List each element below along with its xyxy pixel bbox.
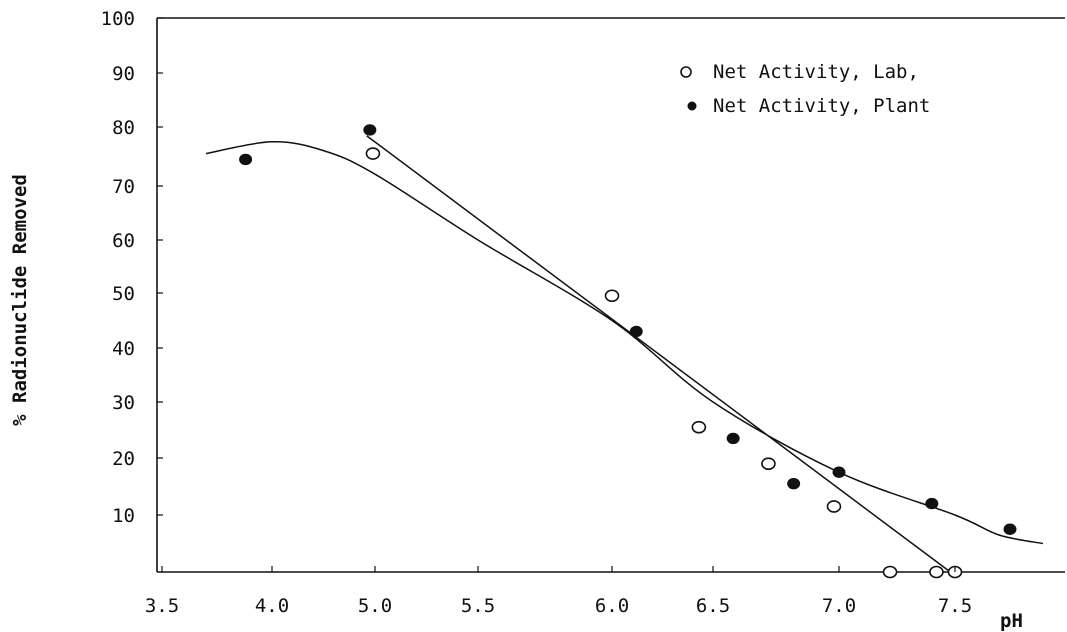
y-tick-label: 80 (112, 117, 135, 139)
lab-point (826, 500, 842, 513)
x-axis-ticks: 3.5 4.0 5.0 5.5 6.0 6.5 7.0 7.5 (145, 566, 972, 617)
plant-fit-curve (205, 141, 1044, 545)
lab-point (365, 147, 381, 160)
plant-point (726, 432, 740, 445)
y-tick-label: 100 (101, 8, 135, 30)
x-tick-label: 3.5 (145, 595, 179, 617)
y-axis-ticks: 10 20 30 40 50 60 70 80 90 100 (101, 8, 163, 527)
y-tick-label: 40 (112, 338, 135, 360)
lab-point (761, 457, 776, 471)
plant-point (925, 497, 939, 510)
legend-label-lab: Net Activity, Lab, (713, 61, 919, 83)
x-tick-label: 4.0 (255, 595, 289, 617)
lab-point (929, 565, 944, 579)
y-tick-label: 90 (112, 63, 135, 85)
legend-label-plant: Net Activity, Plant (713, 95, 930, 117)
plant-point (363, 124, 377, 136)
plant-point (1003, 523, 1017, 535)
lab-point (882, 565, 898, 579)
x-tick-label: 5.5 (461, 595, 495, 617)
legend-marker-lab (680, 66, 692, 78)
y-tick-label: 60 (112, 230, 135, 252)
fit-lines (205, 135, 1044, 573)
y-tick-label: 70 (112, 176, 135, 198)
y-tick-label: 20 (112, 448, 135, 470)
plot-frame (156, 17, 1065, 573)
lab-fit-line (366, 135, 951, 573)
plant-point (787, 477, 801, 490)
data-points (239, 124, 1017, 579)
legend: Net Activity, Lab, Net Activity, Plant (680, 61, 930, 117)
x-tick-label: 7.5 (938, 595, 972, 617)
legend-marker-plant (687, 101, 697, 111)
lab-point (691, 420, 707, 434)
y-tick-label: 10 (112, 505, 135, 527)
lab-point (604, 289, 620, 303)
y-axis-title: % Radionuclide Removed (9, 174, 31, 426)
plant-point (239, 153, 253, 166)
x-tick-label: 6.5 (696, 595, 730, 617)
y-tick-label: 30 (112, 392, 135, 414)
plant-point (832, 466, 846, 478)
x-tick-label: 7.0 (822, 595, 856, 617)
y-tick-label: 50 (112, 283, 135, 305)
x-tick-label: 5.0 (358, 595, 392, 617)
x-axis-title: pH (1000, 610, 1023, 632)
x-tick-label: 6.0 (595, 595, 629, 617)
plant-point (629, 325, 643, 338)
